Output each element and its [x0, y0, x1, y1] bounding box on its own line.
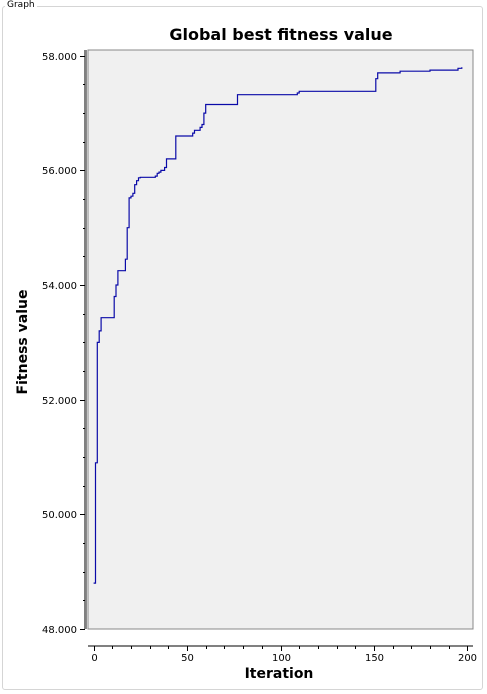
y-axis: 48.000 50.000 52.000 54.000 56.000 58.000 — [42, 50, 87, 636]
y-tick-label: 50.000 — [42, 510, 77, 521]
fitness-series-line — [93, 67, 463, 584]
y-tick-label: 48.000 — [42, 625, 77, 636]
y-tick-label: 56.000 — [42, 166, 77, 177]
chart-title: Global best fitness value — [169, 25, 392, 44]
x-tick-label: 150 — [365, 653, 384, 664]
x-tick-label: 200 — [458, 653, 477, 664]
y-tick-label: 58.000 — [42, 52, 77, 63]
y-axis-label: Fitness value — [15, 290, 31, 395]
graph-groupbox — [2, 6, 483, 690]
x-tick-label: 0 — [91, 653, 97, 664]
x-axis: 0 50 100 150 200 — [88, 645, 477, 664]
x-tick-label: 50 — [181, 653, 194, 664]
x-tick-label: 100 — [272, 653, 291, 664]
y-tick-label: 52.000 — [42, 396, 77, 407]
y-tick-label: 54.000 — [42, 281, 77, 292]
series-group — [93, 67, 463, 584]
graph-group-label: Graph — [5, 0, 37, 11]
plot-area — [88, 50, 473, 629]
plot-border — [87, 49, 474, 630]
x-axis-label: Iteration — [245, 666, 314, 682]
